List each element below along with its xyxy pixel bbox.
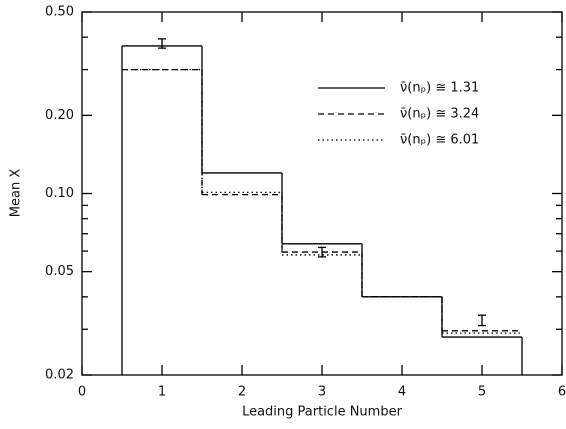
x-tick-label: 5: [478, 385, 486, 400]
y-tick-label: 0.05: [45, 264, 74, 279]
x-tick-label: 4: [398, 385, 406, 400]
y-axis-label: Mean X: [9, 169, 24, 218]
x-tick-label: 1: [158, 385, 166, 400]
y-tick-label: 0.50: [45, 5, 74, 20]
x-tick-label: 3: [318, 385, 326, 400]
legend-label: ν̄(nₚ) ≅ 6.01: [400, 133, 479, 148]
x-tick-label: 2: [238, 385, 246, 400]
y-tick-label: 0.10: [45, 186, 74, 201]
x-axis-label: Leading Particle Number: [242, 405, 403, 420]
y-tick-label: 0.02: [45, 368, 74, 383]
y-tick-label: 0.20: [45, 108, 74, 123]
plot-frame: [81, 11, 563, 376]
legend-label: ν̄(nₚ) ≅ 3.24: [400, 107, 479, 122]
x-tick-label: 0: [78, 385, 86, 400]
x-tick-label: 6: [558, 385, 566, 400]
legend-label: ν̄(nₚ) ≅ 1.31: [400, 81, 479, 96]
